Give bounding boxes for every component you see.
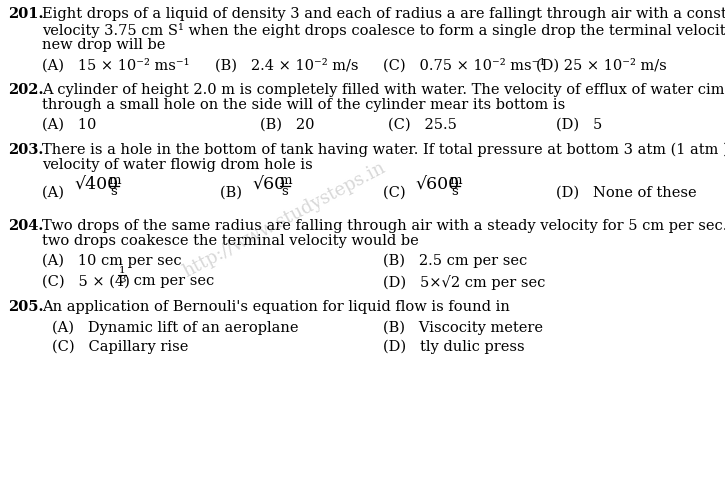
- Text: (B)   2.4 × 10⁻² m/s: (B) 2.4 × 10⁻² m/s: [215, 59, 358, 73]
- Text: s: s: [451, 185, 457, 198]
- Text: (D)   None of these: (D) None of these: [556, 185, 697, 199]
- Text: An application of Bernouli's equation for liquid flow is found in: An application of Bernouli's equation fo…: [42, 300, 510, 314]
- Text: m: m: [109, 174, 122, 187]
- Text: (C)   5 × (4): (C) 5 × (4): [42, 275, 130, 288]
- Text: (C)   Capillary rise: (C) Capillary rise: [52, 340, 188, 354]
- Text: √400: √400: [74, 177, 118, 194]
- Text: (B)   2.5 cm per sec: (B) 2.5 cm per sec: [383, 254, 527, 269]
- Text: (B): (B): [220, 185, 256, 199]
- Text: 202.: 202.: [8, 83, 44, 97]
- Text: 203.: 203.: [8, 143, 44, 156]
- Text: (A)   10 cm per sec: (A) 10 cm per sec: [42, 254, 182, 269]
- Text: (D)   tly dulic press: (D) tly dulic press: [383, 340, 525, 354]
- Text: through a small hole on the side will of the cylinder mear its bottom is: through a small hole on the side will of…: [42, 98, 565, 113]
- Text: 3: 3: [119, 275, 125, 284]
- Text: Eight drops of a liquid of density 3 and each of radius a are fallingt through a: Eight drops of a liquid of density 3 and…: [42, 7, 725, 21]
- Text: √60: √60: [252, 177, 285, 194]
- Text: new drop will be: new drop will be: [42, 38, 165, 52]
- Text: 1: 1: [119, 266, 125, 275]
- Text: m: m: [450, 174, 463, 187]
- Text: (A)   15 × 10⁻² ms⁻¹: (A) 15 × 10⁻² ms⁻¹: [42, 59, 189, 73]
- Text: (D) 25 × 10⁻² m/s: (D) 25 × 10⁻² m/s: [536, 59, 667, 73]
- Text: m: m: [280, 174, 292, 187]
- Text: (D)   5×√2 cm per sec: (D) 5×√2 cm per sec: [383, 275, 545, 289]
- Text: (A)   10: (A) 10: [42, 118, 96, 132]
- Text: (C)   0.75 × 10⁻² ms⁻¹: (C) 0.75 × 10⁻² ms⁻¹: [383, 59, 545, 73]
- Text: (B)   Viscocity metere: (B) Viscocity metere: [383, 320, 543, 335]
- Text: (A): (A): [42, 185, 78, 199]
- Text: (C): (C): [383, 185, 420, 199]
- Text: √600: √600: [415, 177, 459, 194]
- Text: velocity of water flowig drom hole is: velocity of water flowig drom hole is: [42, 158, 312, 172]
- Text: (B)   20: (B) 20: [260, 118, 315, 132]
- Text: two drops coakesce the terminal velocity would be: two drops coakesce the terminal velocity…: [42, 235, 419, 248]
- Text: cm per sec: cm per sec: [129, 275, 215, 288]
- Text: There is a hole in the bottom of tank having water. If total pressure at bottom : There is a hole in the bottom of tank ha…: [42, 143, 725, 157]
- Text: http://www.studysteps.in: http://www.studysteps.in: [180, 159, 389, 281]
- Text: 205.: 205.: [8, 300, 44, 314]
- Text: (D)   5: (D) 5: [556, 118, 602, 132]
- Text: 204.: 204.: [8, 219, 44, 233]
- Text: Two drops of the same radius are falling through air with a steady velocity for : Two drops of the same radius are falling…: [42, 219, 725, 233]
- Text: (A)   Dynamic lift of an aeroplane: (A) Dynamic lift of an aeroplane: [52, 320, 299, 335]
- Text: s: s: [281, 185, 288, 198]
- Text: A cylinder of height 2.0 m is completely filled with water. The velocity of effl: A cylinder of height 2.0 m is completely…: [42, 83, 725, 97]
- Text: s: s: [110, 185, 117, 198]
- Text: (C)   25.5: (C) 25.5: [388, 118, 457, 132]
- Text: velocity 3.75 cm S¹ when the eight drops coalesce to form a single drop the term: velocity 3.75 cm S¹ when the eight drops…: [42, 23, 725, 37]
- Text: 201.: 201.: [8, 7, 44, 21]
